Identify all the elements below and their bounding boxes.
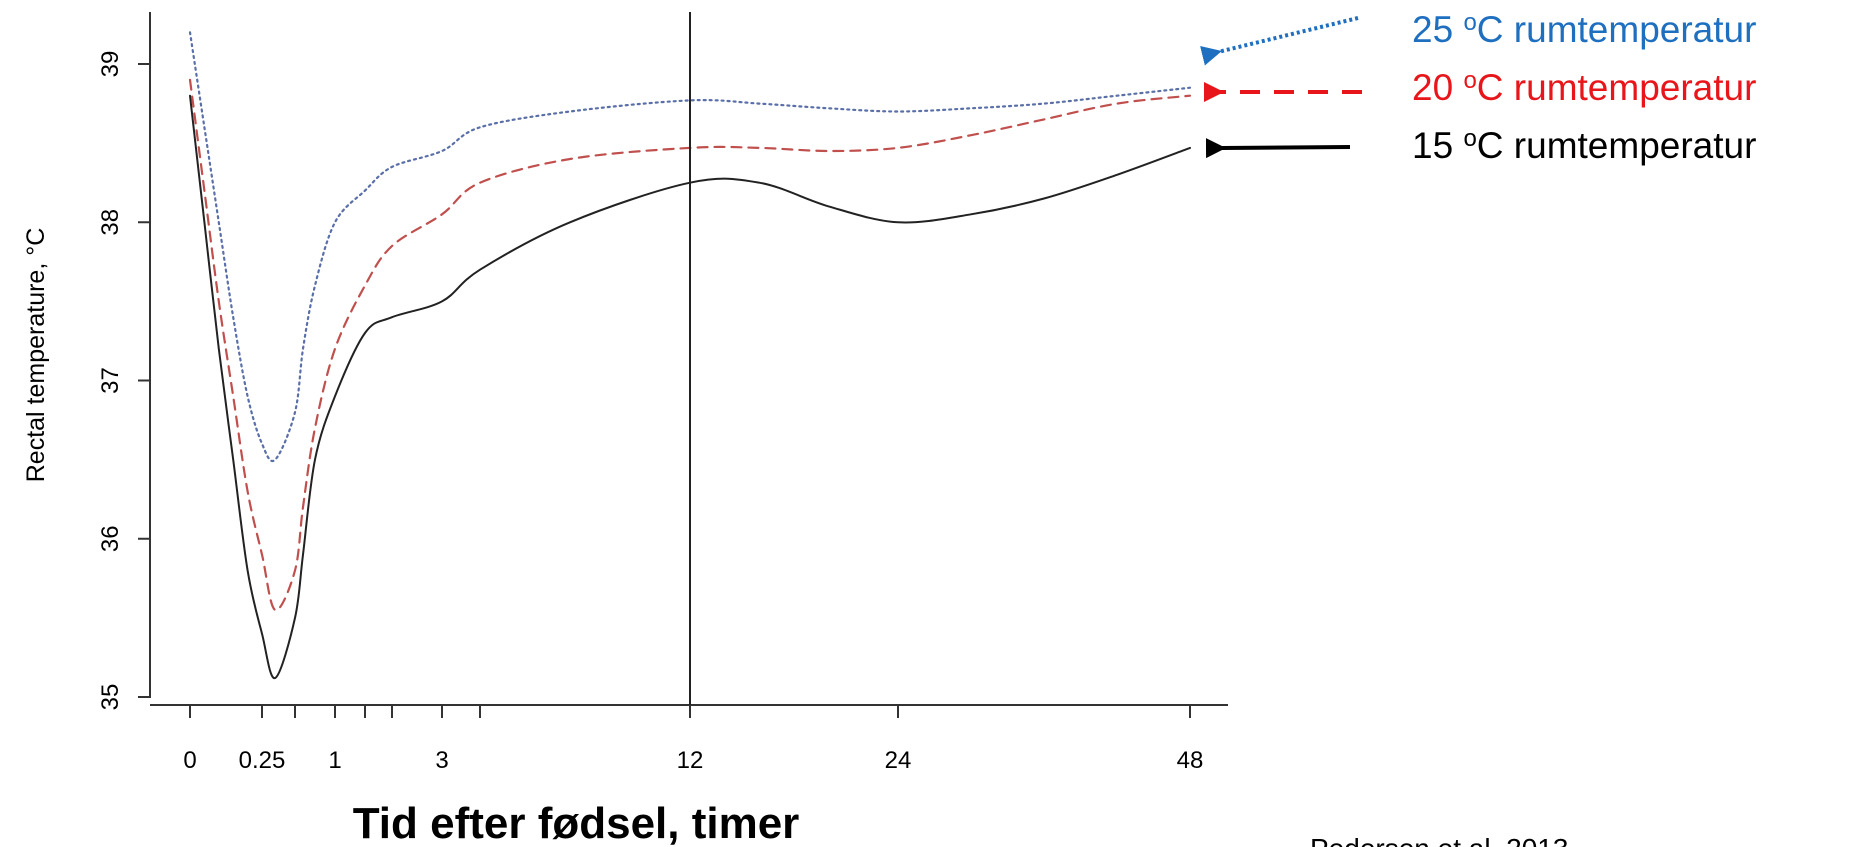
x-tick-label: 3 (435, 747, 448, 774)
x-tick-label: 48 (1177, 747, 1204, 774)
y-tick-label: 38 (97, 209, 124, 236)
y-tick-label: 35 (97, 684, 124, 711)
x-tick-label: 0.25 (239, 747, 286, 774)
y-tick-label: 36 (97, 525, 124, 552)
x-axis-label: Tid efter fødsel, timer (353, 799, 800, 847)
y-axis-label: Rectal temperature, °C (22, 228, 50, 483)
y-axis: 35 36 37 38 39 (97, 12, 151, 711)
citation: Pedersen et al. 2013 (1310, 833, 1568, 847)
legend-label: 25 oC rumtemperatur (1412, 9, 1756, 50)
y-tick-label: 37 (97, 367, 124, 394)
x-axis: 0 0.25 1 3 12 24 48 (150, 704, 1228, 774)
legend-item: 15 oC rumtemperatur (1205, 125, 1756, 166)
x-tick-label: 12 (677, 747, 704, 774)
series-line-dashed (188, 78, 1192, 612)
legend-item: 20 oC rumtemperatur (1204, 67, 1756, 108)
legend-item: 25 oC rumtemperatur (1200, 9, 1756, 66)
plot-area (188, 31, 1192, 680)
legend-arrow-dotted (1200, 16, 1359, 66)
legend-label: 15 oC rumtemperatur (1412, 125, 1756, 166)
y-tick-label: 39 (97, 51, 124, 78)
x-tick-label: 24 (885, 747, 912, 774)
x-tick-label: 1 (328, 747, 341, 774)
legend: 25 oC rumtemperatur 20 oC rumtemperatur 15… (1200, 9, 1756, 166)
series-line-solid (189, 94, 1191, 680)
legend-label: 20 oC rumtemperatur (1412, 67, 1756, 108)
series-line-dotted (188, 31, 1192, 462)
x-tick-label: 0 (183, 747, 196, 774)
legend-arrow-solid (1205, 138, 1351, 159)
